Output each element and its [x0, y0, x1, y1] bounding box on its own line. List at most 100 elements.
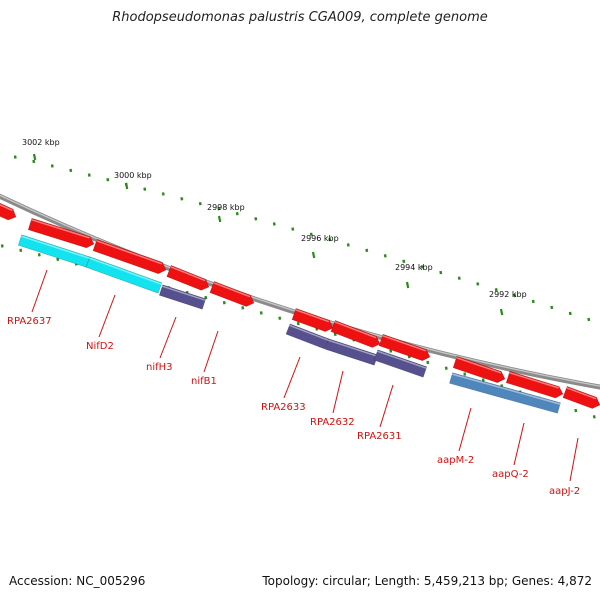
reverse-gene-block-highlight [89, 257, 162, 285]
forward-gene-arrow[interactable] [209, 281, 255, 307]
gene-label[interactable]: nifB1 [191, 376, 217, 387]
label-leader-line [513, 422, 525, 466]
major-tick [311, 251, 316, 259]
major-tick [32, 153, 37, 161]
outer-minor-tick [365, 248, 369, 253]
major-tick [217, 215, 222, 223]
outer-minor-tick [457, 276, 461, 280]
label-leader-line [203, 330, 219, 373]
outer-minor-tick [13, 155, 17, 159]
outer-minor-tick [494, 288, 498, 292]
label-leader-line [283, 356, 301, 399]
major-tick [405, 281, 410, 289]
tick-label: 2992 kbp [489, 290, 527, 299]
gene-label[interactable]: RPA2631 [357, 431, 402, 442]
forward-gene-arrow[interactable] [562, 386, 600, 409]
outer-minor-tick [50, 164, 54, 168]
forward-gene-arrow[interactable] [378, 333, 431, 362]
gene-label[interactable]: aapQ-2 [492, 469, 529, 480]
inner-minor-tick [444, 366, 448, 370]
forward-gene-arrow[interactable] [27, 217, 95, 249]
reverse-gene-block-highlight [377, 350, 427, 369]
gene-labels: RPA2637 NifD2 nifH3 nifB1 RPA2633 RPA2632RPA2… [7, 269, 580, 497]
outer-minor-tick [531, 299, 535, 304]
reverse-gene-block[interactable] [285, 323, 330, 350]
outer-minor-tick [309, 232, 313, 237]
reverse-gene-block[interactable] [373, 349, 428, 378]
label-leader-line [159, 316, 177, 359]
inner-minor-tick [56, 257, 60, 262]
forward-gene-arrow-highlight [96, 240, 163, 265]
gene-label[interactable]: RPA2633 [261, 402, 306, 413]
forward-gene-arrow[interactable] [452, 355, 506, 384]
outer-minor-tick [587, 317, 591, 322]
gene-label[interactable]: NifD2 [86, 341, 114, 352]
label-leader-line [31, 269, 48, 313]
map-title: Rhodopseudomonas palustris CGA009, compl… [112, 10, 488, 25]
tick-label: 2994 kbp [395, 263, 433, 272]
forward-gene-arrow[interactable] [330, 320, 381, 348]
inner-minor-tick [259, 311, 263, 315]
forward-gene-arrow-highlight [31, 218, 90, 239]
genome-summary-text: Topology: circular; Length: 5,459,213 bp… [262, 574, 592, 588]
forward-gene-arrow[interactable] [505, 370, 564, 399]
reverse-gene-block[interactable] [324, 338, 379, 366]
inner-minor-tick [389, 349, 393, 353]
gene-label[interactable]: aapM-2 [437, 455, 474, 466]
inner-minor-tick [37, 253, 41, 257]
forward-gene-arrow-highlight [382, 334, 427, 352]
forward-gene-arrow-highlight [0, 204, 13, 212]
forward-gene-arrow-highlight [509, 371, 559, 389]
outer-minor-tick [161, 192, 165, 196]
outer-minor-tick [568, 311, 572, 316]
forward-gene-arrow[interactable] [291, 308, 334, 332]
outer-minor-tick [32, 159, 36, 164]
gene-label[interactable]: nifH3 [146, 362, 173, 373]
reverse-gene-block[interactable] [158, 284, 207, 310]
gene-label[interactable]: RPA2637 [7, 316, 52, 327]
reverse-gene-block-highlight [161, 285, 206, 301]
reverse-gene-block[interactable] [85, 256, 163, 294]
label-leader-line [458, 407, 472, 452]
gene-label[interactable]: RPA2632 [310, 417, 355, 428]
major-tick [499, 308, 504, 316]
inner-minor-tick [278, 316, 282, 320]
inner-minor-tick [0, 244, 4, 248]
label-leader-line [98, 294, 116, 338]
outer-minor-tick [439, 270, 443, 275]
reverse-gene-block-highlight [20, 235, 90, 259]
outer-minor-tick [69, 168, 73, 173]
outer-minor-tick [550, 305, 554, 310]
label-leader-line [379, 384, 394, 428]
outer-minor-tick [291, 227, 295, 231]
outer-minor-tick [476, 282, 480, 286]
outer-minor-tick [346, 243, 350, 247]
outer-minor-tick [383, 254, 387, 258]
reverse-gene-block-highlight [451, 373, 561, 405]
outer-minor-tick [420, 265, 424, 269]
outer-minor-tick [87, 173, 91, 177]
label-leader-line [569, 437, 579, 482]
gene-label[interactable]: aapJ-2 [549, 486, 580, 497]
outer-minor-tick [235, 211, 239, 216]
forward-gene-arrow-highlight [334, 321, 377, 339]
outer-minor-tick [106, 177, 110, 182]
reverse-gene-block[interactable] [449, 372, 561, 414]
outer-minor-tick [328, 237, 332, 242]
accession-text: Accession: NC_005296 [9, 574, 146, 588]
kbp-ticks: 3002 kbp 3000 kbp 2998 kbp 2996 kbp 2994 kbp… [0, 138, 596, 419]
inner-minor-tick [19, 248, 23, 253]
inner-minor-tick [222, 300, 226, 305]
forward-gene-arrow[interactable] [92, 238, 167, 275]
inner-minor-tick [426, 360, 430, 365]
outer-minor-tick [217, 206, 221, 211]
forward-gene-arrow[interactable] [0, 202, 17, 221]
outer-minor-tick [198, 202, 202, 206]
gene-features [0, 202, 600, 414]
forward-gene-arrow[interactable] [166, 265, 210, 291]
outer-minor-tick [180, 197, 184, 201]
inner-minor-tick [463, 372, 467, 376]
forward-gene-arrow-highlight [170, 266, 206, 282]
reverse-gene-block-highlight [289, 324, 329, 341]
